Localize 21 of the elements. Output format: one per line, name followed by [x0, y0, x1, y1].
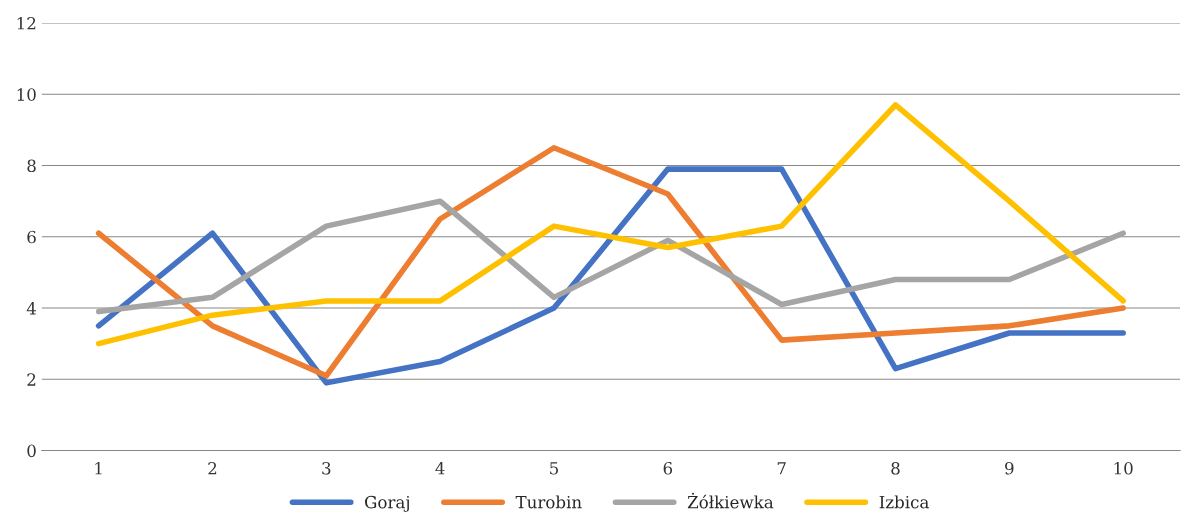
legend-label: Żółkiewka: [687, 492, 774, 509]
y-tick-label: 6: [27, 230, 36, 244]
y-tick-label: 12: [17, 17, 36, 30]
x-tick-label: 6: [663, 461, 673, 475]
x-tick-label: 1: [95, 461, 102, 475]
y-tick-label: 10: [17, 88, 36, 101]
x-tick-label: 3: [322, 461, 331, 475]
x-tick-label: 9: [1005, 461, 1014, 475]
y-tick-label: 0: [27, 444, 36, 458]
legend-label: Izbica: [879, 495, 929, 509]
x-tick-label: 5: [550, 462, 558, 475]
x-tick-label: 8: [891, 461, 900, 475]
x-tick-label: 4: [435, 461, 445, 475]
x-tick-label: 10: [1114, 461, 1133, 475]
y-tick-label: 4: [26, 302, 37, 315]
legend-label: Goraj: [365, 495, 409, 512]
y-tick-label: 8: [27, 159, 36, 173]
y-tick-label: 2: [27, 373, 36, 386]
x-tick-label: 7: [777, 462, 786, 475]
legend-label: Turobin: [515, 495, 582, 509]
x-tick-label: 2: [208, 461, 217, 475]
